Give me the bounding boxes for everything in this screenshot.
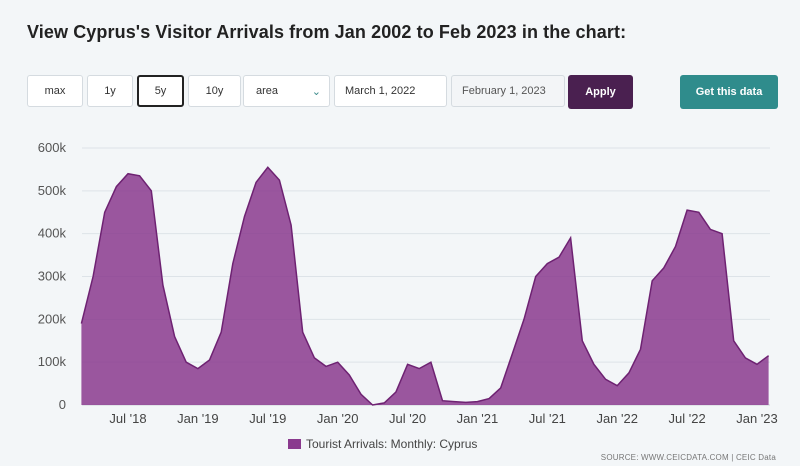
y-axis: 0 100k 200k 300k 400k 500k 600k [38, 140, 67, 412]
data-point [243, 216, 245, 218]
legend-swatch [288, 439, 301, 449]
x-tick-label: Jan '21 [457, 411, 499, 426]
data-point [313, 357, 315, 359]
data-point [92, 276, 94, 278]
data-point [465, 401, 467, 403]
data-point [686, 209, 688, 211]
data-point [115, 186, 117, 188]
x-tick-label: Jul '21 [529, 411, 566, 426]
data-point [395, 391, 397, 393]
page-title: View Cyprus's Visitor Arrivals from Jan … [27, 22, 627, 42]
data-point [593, 363, 595, 365]
data-point [546, 263, 548, 265]
apply-button[interactable]: Apply [568, 75, 633, 109]
data-point [348, 374, 350, 376]
x-tick-label: Jan '20 [317, 411, 359, 426]
y-tick-label: 100k [38, 354, 67, 369]
data-point [768, 355, 770, 357]
data-point [709, 228, 711, 230]
range-max-button[interactable]: max [27, 75, 83, 107]
y-tick-label: 200k [38, 311, 67, 326]
y-tick-label: 0 [59, 397, 66, 412]
chart-type-value: area [256, 85, 279, 97]
data-point [488, 398, 490, 400]
data-point [407, 363, 409, 365]
x-tick-label: Jan '19 [177, 411, 219, 426]
data-point [651, 280, 653, 282]
data-point [640, 348, 642, 350]
data-point [418, 368, 420, 370]
data-point [442, 400, 444, 402]
data-point [290, 224, 292, 226]
data-point [698, 211, 700, 213]
data-point [337, 361, 339, 363]
data-point [721, 233, 723, 235]
area-chart: 0 100k 200k 300k 400k 500k 600k Jul '18 Jan '19… [38, 140, 778, 426]
legend-label: Tourist Arrivals: Monthly: Cyprus [306, 437, 478, 451]
data-point [302, 331, 304, 333]
source-note: SOURCE: WWW.CEICDATA.COM | CEIC Data [600, 453, 776, 462]
y-tick-label: 500k [38, 183, 67, 198]
data-point [360, 393, 362, 395]
data-point [744, 357, 746, 359]
data-point [372, 404, 374, 406]
x-axis: Jul '18 Jan '19 Jul '19 Jan '20 Jul '20 Jan '… [82, 404, 778, 426]
data-point [581, 340, 583, 342]
data-point [220, 331, 222, 333]
x-tick-label: Jul '22 [669, 411, 706, 426]
data-point [535, 276, 537, 278]
series-group [80, 166, 770, 406]
data-point [523, 318, 525, 320]
data-point [733, 340, 735, 342]
y-tick-label: 300k [38, 269, 67, 284]
data-point [104, 211, 106, 213]
end-date-input[interactable]: February 1, 2023 [451, 75, 565, 107]
x-tick-label: Jan '22 [596, 411, 638, 426]
y-tick-label: 600k [38, 140, 67, 155]
x-tick-label: Jul '20 [389, 411, 426, 426]
range-1y-button[interactable]: 1y [87, 75, 133, 107]
x-tick-label: Jul '19 [249, 411, 286, 426]
data-point [616, 385, 618, 387]
data-point [756, 363, 758, 365]
data-point [174, 335, 176, 337]
data-point [278, 179, 280, 181]
data-point [232, 263, 234, 265]
chart-legend: Tourist Arrivals: Monthly: Cyprus [288, 437, 477, 451]
data-point [628, 372, 630, 374]
data-point [127, 173, 129, 175]
data-point [430, 361, 432, 363]
chart-type-select[interactable]: area ⌄ [243, 75, 330, 107]
data-point [185, 361, 187, 363]
x-tick-label: Jan '23 [736, 411, 778, 426]
data-point [150, 190, 152, 192]
data-point [476, 401, 478, 403]
x-tick-label: Jul '18 [109, 411, 146, 426]
data-point [663, 267, 665, 269]
data-point [267, 166, 269, 168]
data-point [162, 284, 164, 286]
data-point [139, 175, 141, 177]
range-10y-button[interactable]: 10y [188, 75, 241, 107]
data-point [453, 401, 455, 403]
y-tick-label: 400k [38, 226, 67, 241]
start-date-input[interactable]: March 1, 2022 [334, 75, 447, 107]
data-point [255, 181, 257, 183]
chevron-down-icon: ⌄ [311, 85, 321, 98]
data-point [197, 368, 199, 370]
data-point [674, 246, 676, 248]
series-area [81, 167, 769, 405]
data-point [209, 359, 211, 361]
data-point [558, 256, 560, 258]
data-point [570, 237, 572, 239]
get-this-data-button[interactable]: Get this data [680, 75, 778, 109]
data-point [325, 365, 327, 367]
data-point [500, 387, 502, 389]
data-point [511, 353, 513, 355]
data-point [80, 323, 82, 325]
range-5y-button[interactable]: 5y [137, 75, 184, 107]
series-line [80, 166, 770, 406]
data-point [383, 402, 385, 404]
data-point [605, 378, 607, 380]
